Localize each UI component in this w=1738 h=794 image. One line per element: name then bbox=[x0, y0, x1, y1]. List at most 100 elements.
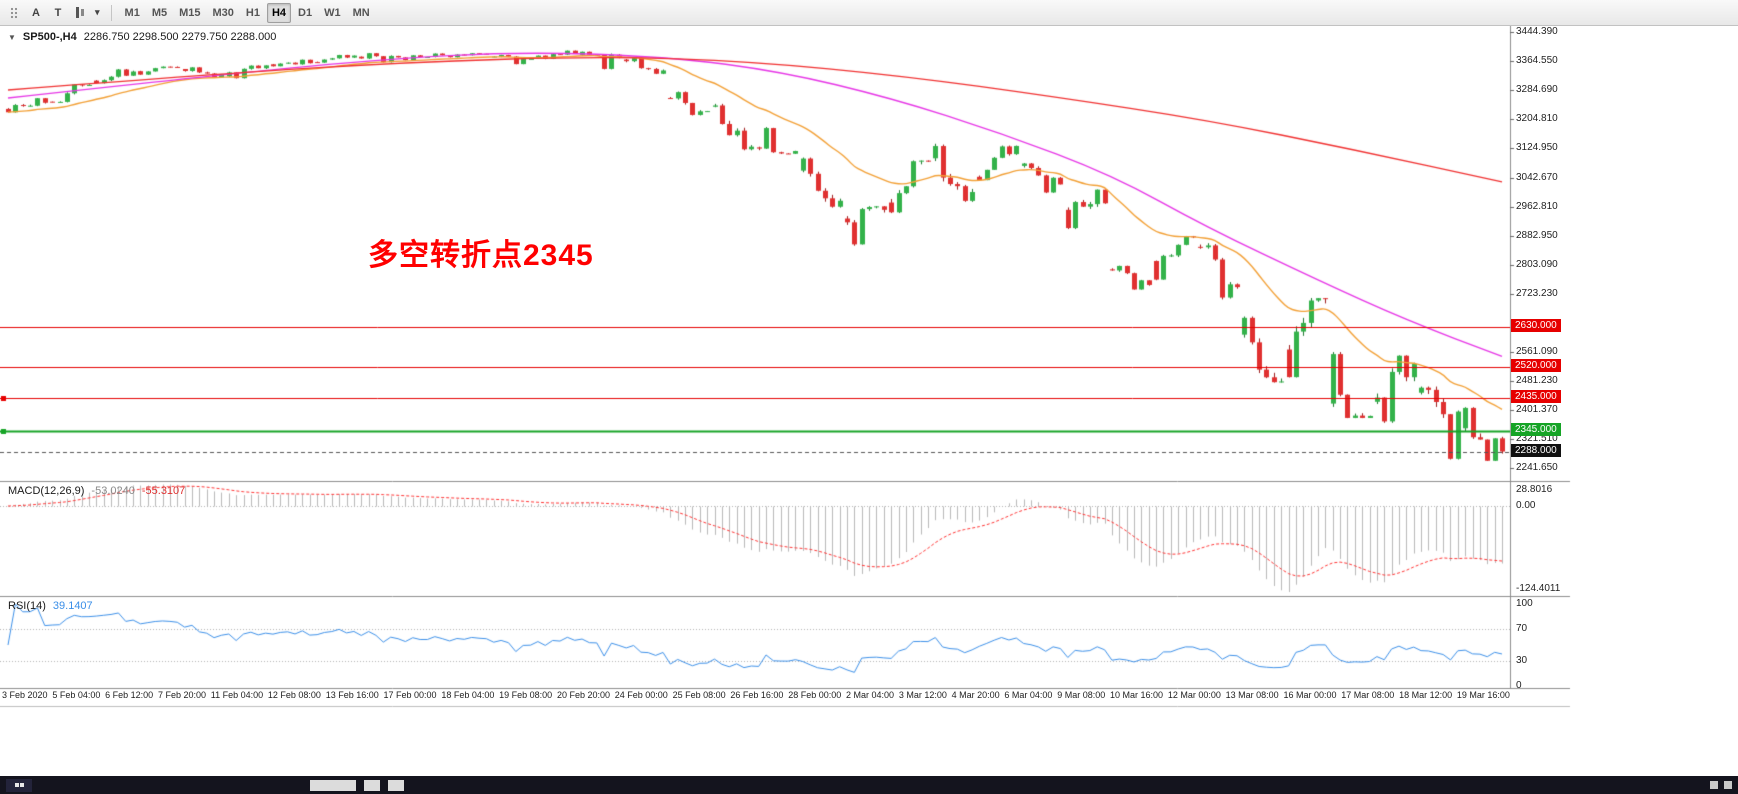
rsi-value: 39.1407 bbox=[52, 600, 93, 612]
timeframe-button[interactable]: M1 bbox=[120, 3, 145, 23]
time-axis-label: 17 Mar 08:00 bbox=[1341, 690, 1395, 700]
price-axis-label: 3204.810 bbox=[1516, 112, 1558, 124]
timeframe-button[interactable]: M30 bbox=[208, 3, 239, 23]
time-axis-label: 13 Feb 16:00 bbox=[325, 690, 379, 700]
price-axis-label: 2882.950 bbox=[1516, 229, 1558, 241]
chart-window: ▼ SP500-,H4 2286.750 2298.500 2279.750 2… bbox=[0, 26, 1738, 708]
system-tray bbox=[1710, 781, 1732, 789]
ohlc-values: 2286.750 2298.500 2279.750 2288.000 bbox=[83, 31, 277, 43]
time-axis-label: 3 Mar 12:00 bbox=[898, 690, 947, 700]
chart-type-caret-icon[interactable]: ▾ bbox=[92, 3, 103, 23]
timeframe-button[interactable]: W1 bbox=[319, 3, 346, 23]
symbol-timeframe-label: SP500-,H4 bbox=[22, 31, 77, 43]
time-axis-label: 18 Feb 04:00 bbox=[441, 690, 495, 700]
timeframe-button[interactable]: H1 bbox=[241, 3, 265, 23]
time-axis-label: 6 Feb 12:00 bbox=[105, 690, 154, 700]
time-axis-label: 24 Feb 00:00 bbox=[614, 690, 668, 700]
collapse-chevron-icon[interactable]: ▼ bbox=[8, 32, 16, 42]
price-axis-label: 2723.230 bbox=[1516, 287, 1558, 299]
taskbar-app-button[interactable] bbox=[310, 779, 356, 791]
timeframe-button[interactable]: M5 bbox=[147, 3, 172, 23]
time-axis-label: 25 Feb 08:00 bbox=[672, 690, 726, 700]
time-axis-label: 16 Mar 00:00 bbox=[1283, 690, 1337, 700]
macd-name: MACD(12,26,9) bbox=[8, 485, 85, 497]
time-axis-label: 2 Mar 04:00 bbox=[846, 690, 895, 700]
rsi-name: RSI(14) bbox=[8, 600, 46, 612]
price-axis-label: 2962.810 bbox=[1516, 200, 1558, 212]
time-axis-label: 6 Mar 04:00 bbox=[1004, 690, 1053, 700]
macd-signal-value: -55.3107 bbox=[141, 485, 186, 497]
timeframe-group: M1 M5 M15 M30 H1 H4 D1 W1 MN bbox=[120, 2, 375, 23]
price-axis-label: 3444.390 bbox=[1516, 25, 1558, 37]
window-pane-icon bbox=[19, 783, 24, 787]
price-axis-label: 2321.510 bbox=[1516, 433, 1558, 445]
time-axis-label: 19 Mar 16:00 bbox=[1456, 690, 1510, 700]
toolbar-separator bbox=[110, 4, 112, 21]
time-axis-label: 5 Feb 04:00 bbox=[52, 690, 101, 700]
time-axis-label: 9 Mar 08:00 bbox=[1057, 690, 1106, 700]
window-pane-icon bbox=[14, 783, 19, 787]
rsi-axis-label: 30 bbox=[1516, 655, 1528, 667]
taskbar bbox=[0, 776, 1738, 794]
time-axis-label: 7 Feb 20:00 bbox=[157, 690, 206, 700]
time-axis-label: 13 Mar 08:00 bbox=[1225, 690, 1279, 700]
rsi-axis-label: 70 bbox=[1516, 622, 1528, 634]
time-axis-label: 20 Feb 20:00 bbox=[556, 690, 610, 700]
grip-icon[interactable] bbox=[4, 3, 24, 23]
candle-bar-icon bbox=[76, 7, 79, 18]
taskbar-app-button[interactable] bbox=[388, 779, 404, 791]
macd-main-value: -53.0240 bbox=[91, 485, 135, 497]
price-level-badge: 2288.000 bbox=[1511, 443, 1561, 457]
rsi-axis-label: 100 bbox=[1516, 598, 1533, 609]
desktop-area bbox=[0, 708, 1738, 776]
text-tool-button[interactable]: T bbox=[48, 3, 68, 23]
time-axis-label: 28 Feb 00:00 bbox=[788, 690, 842, 700]
candle-bar-icon bbox=[81, 9, 84, 16]
price-level-badge: 2435.000 bbox=[1511, 390, 1561, 404]
time-axis: 3 Feb 2020 5 Feb 04:00 6 Feb 12:00 7 Feb… bbox=[0, 690, 1512, 700]
price-axis-label: 2241.650 bbox=[1516, 462, 1558, 474]
time-axis-label: 10 Mar 16:00 bbox=[1110, 690, 1164, 700]
chart-annotation-text[interactable]: 多空转折点2345 bbox=[368, 239, 594, 272]
price-axis-label: 2401.370 bbox=[1516, 404, 1558, 416]
timeframe-button[interactable]: MN bbox=[348, 3, 375, 23]
grip-dots-icon bbox=[10, 7, 18, 18]
time-axis-label: 4 Mar 20:00 bbox=[951, 690, 1000, 700]
pointer-tool-button[interactable]: A bbox=[26, 3, 46, 23]
time-axis-label: 18 Mar 12:00 bbox=[1399, 690, 1453, 700]
chart-canvas[interactable] bbox=[0, 26, 1738, 708]
price-axis-label: 2803.090 bbox=[1516, 258, 1558, 270]
time-axis-label: 11 Feb 04:00 bbox=[210, 690, 264, 700]
time-axis-label: 26 Feb 16:00 bbox=[730, 690, 784, 700]
tray-icon[interactable] bbox=[1710, 781, 1718, 789]
macd-axis-label: 28.8016 bbox=[1516, 484, 1553, 495]
start-button[interactable] bbox=[6, 778, 32, 792]
price-axis-label: 3124.950 bbox=[1516, 141, 1558, 153]
chart-title: ▼ SP500-,H4 2286.750 2298.500 2279.750 2… bbox=[8, 31, 276, 43]
timeframe-button[interactable]: D1 bbox=[293, 3, 317, 23]
price-axis-label: 2561.090 bbox=[1516, 346, 1558, 358]
top-toolbar: A T ▾ M1 M5 M15 M30 H1 H4 D1 W1 bbox=[0, 0, 1738, 26]
price-axis-label: 2481.230 bbox=[1516, 375, 1558, 387]
macd-axis-label: 0.00 bbox=[1516, 500, 1536, 511]
taskbar-app-button[interactable] bbox=[364, 779, 380, 791]
rsi-axis-label: 0 bbox=[1516, 680, 1522, 691]
price-axis-label: 3364.550 bbox=[1516, 54, 1558, 66]
tray-icon[interactable] bbox=[1724, 781, 1732, 789]
price-level-badge: 2520.000 bbox=[1511, 359, 1561, 373]
macd-indicator-label: MACD(12,26,9) -53.0240 -55.3107 bbox=[8, 485, 185, 497]
time-axis-label: 12 Feb 08:00 bbox=[267, 690, 321, 700]
price-level-badge: 2345.000 bbox=[1511, 422, 1561, 436]
price-level-badge: 2630.000 bbox=[1511, 319, 1561, 333]
time-axis-label: 17 Feb 00:00 bbox=[383, 690, 437, 700]
timeframe-button[interactable]: M15 bbox=[174, 3, 205, 23]
rsi-indicator-label: RSI(14) 39.1407 bbox=[8, 600, 93, 612]
price-axis-label: 3042.670 bbox=[1516, 171, 1558, 183]
time-axis-label: 3 Feb 2020 bbox=[2, 690, 48, 700]
price-axis-label: 3284.690 bbox=[1516, 83, 1558, 95]
time-axis-label: 19 Feb 08:00 bbox=[499, 690, 553, 700]
candlestick-chart-icon[interactable] bbox=[70, 3, 90, 23]
timeframe-button[interactable]: H4 bbox=[266, 2, 292, 23]
time-axis-label: 12 Mar 00:00 bbox=[1167, 690, 1221, 700]
